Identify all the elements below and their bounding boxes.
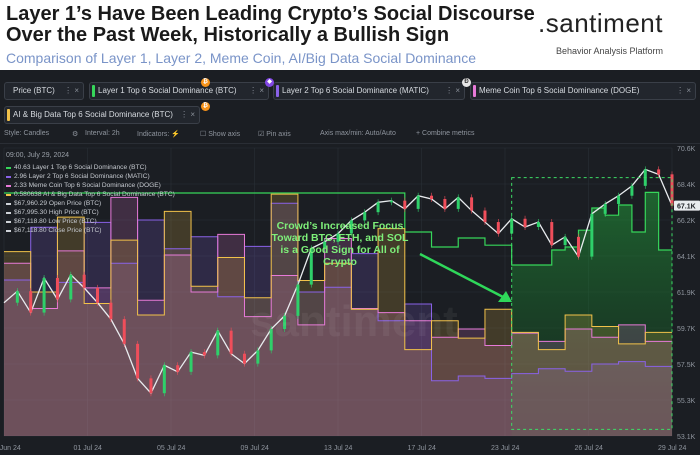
current-price-label: 67.1K	[677, 204, 696, 211]
y-tick-label: 59.7K	[677, 326, 696, 333]
chip-menu-icon[interactable]: ⋮ ×	[676, 86, 691, 95]
combine-metrics-button[interactable]: + Combine metrics	[416, 130, 475, 137]
dominance-areas	[4, 192, 672, 436]
price-line	[3, 166, 674, 397]
x-tick-label: 26 Jul 24	[575, 445, 604, 452]
polygon-icon: ◆	[265, 78, 274, 87]
info-row: 0.580638 AI & Big Data Top 6 Social Domi…	[6, 191, 206, 200]
chip-menu-icon[interactable]: ⋮ ×	[249, 86, 264, 95]
series-color-swatch	[473, 85, 476, 97]
axis-minmax-selector[interactable]: Axis max/min: Auto/Auto	[320, 130, 396, 137]
page-title: Layer 1’s Have Been Leading Crypto’s Soc…	[6, 3, 535, 46]
dominance-lines	[4, 191, 672, 382]
info-panel: 09:00, July 29, 2024 40.63 Layer 1 Top 6…	[6, 152, 206, 236]
chip-menu-icon[interactable]: ⋮ ×	[445, 86, 460, 95]
chart-toolbar: Style: Candles ⚙ Interval: 2h Indicators…	[0, 128, 700, 144]
info-row: 40.63 Layer 1 Top 6 Social Dominance (BT…	[6, 164, 206, 173]
legend-bar: Price (BTC) ⋮ × Layer 1 Top 6 Social Domi…	[0, 70, 700, 128]
x-tick-label: 13 Jul 24	[324, 445, 353, 452]
series-line-layer1	[4, 191, 672, 266]
page-subtitle: Comparison of Layer 1, Layer 2, Meme Coi…	[6, 50, 477, 66]
chart-annotation: Crowd’s Increased Focus Toward BTC, ETH,…	[271, 220, 409, 268]
y-tick-label: 68.4K	[677, 182, 696, 189]
x-axis: 28 Jun 24 01 Jul 24 05 Jul 24 09 Jul 24 13 J…	[0, 445, 687, 452]
x-tick-label: 29 Jul 24	[658, 445, 687, 452]
settings-icon[interactable]: ⚙	[72, 131, 79, 138]
y-tick-label: 61.9K	[677, 290, 696, 297]
info-date: 09:00, July 29, 2024	[6, 152, 70, 159]
arrow-shaft	[419, 252, 506, 300]
info-row: 2.96 Layer 2 Top 6 Social Dominance (MAT…	[6, 173, 206, 182]
arrow-head	[498, 291, 512, 302]
brand-logo: .santiment	[538, 8, 663, 38]
highlight-box	[511, 177, 673, 430]
legend-chip-layer1[interactable]: Layer 1 Top 6 Social Dominance (BTC) ⋮ ×	[89, 82, 269, 100]
x-tick-label: 09 Jul 24	[241, 445, 270, 452]
series-color-swatch	[92, 85, 95, 97]
info-row: $67,995.30 High Price (BTC)	[6, 209, 206, 218]
series-color-swatch	[7, 109, 10, 121]
x-tick-label: 17 Jul 24	[408, 445, 437, 452]
indicators-button[interactable]: Indicators: ⚡	[137, 131, 180, 138]
info-row: $67,118.80 Low Price (BTC)	[6, 218, 206, 227]
brand-tagline: Behavior Analysis Platform	[556, 46, 664, 56]
x-tick-label: 01 Jul 24	[74, 445, 103, 452]
legend-chip-price[interactable]: Price (BTC) ⋮ ×	[4, 82, 84, 100]
y-tick-label: 57.5K	[677, 362, 696, 369]
x-tick-label: 05 Jul 24	[157, 445, 186, 452]
x-tick-label: 23 Jul 24	[491, 445, 520, 452]
info-row: 2.33 Meme Coin Top 6 Social Dominance (D…	[6, 182, 206, 191]
chart-panel: Price (BTC) ⋮ × Layer 1 Top 6 Social Domi…	[0, 70, 700, 455]
info-row: $67,118.80 Close Price (BTC)	[6, 227, 206, 236]
info-row: $67,960.29 Open Price (BTC)	[6, 200, 206, 209]
y-tick-label: 55.3K	[677, 398, 696, 405]
area-series-2	[4, 197, 672, 436]
x-tick-label: 28 Jun 24	[0, 445, 21, 452]
chip-menu-icon[interactable]: ⋮ ×	[64, 86, 79, 95]
chart-plot[interactable]: 70.6K 68.4K 66.2K 64.1K 61.9K 59.7K 57.5K 55.3K…	[0, 146, 700, 455]
legend-chip-layer2[interactable]: Layer 2 Top 6 Social Dominance (MATIC) ⋮ …	[273, 82, 465, 100]
area-series-1	[4, 203, 672, 436]
current-price-tag	[674, 200, 700, 211]
y-tick-label: 66.2K	[677, 218, 696, 225]
bitcoin-icon: ₿	[201, 102, 210, 111]
watermark: santiment	[250, 297, 458, 346]
header: Layer 1’s Have Been Leading Crypto’s Soc…	[0, 0, 700, 70]
show-axis-toggle[interactable]: ☐ Show axis	[200, 131, 241, 138]
annotation-arrow	[419, 252, 512, 302]
chip-menu-icon[interactable]: ⋮ ×	[180, 110, 195, 119]
legend-chip-ai[interactable]: AI & Big Data Top 6 Social Dominance (BT…	[4, 106, 200, 124]
series-line-1	[4, 202, 672, 382]
legend-chip-meme[interactable]: Meme Coin Top 6 Social Dominance (DOGE) ⋮…	[470, 82, 696, 100]
bitcoin-icon: ₿	[201, 78, 210, 87]
y-tick-label: 70.6K	[677, 146, 696, 153]
doge-icon: Ð	[462, 78, 471, 87]
series-color-swatch	[276, 85, 279, 97]
y-tick-label: 64.1K	[677, 254, 696, 261]
y-tick-label: 53.1K	[677, 434, 696, 441]
pin-axis-toggle[interactable]: ☑ Pin axis	[258, 131, 291, 138]
highlight-rect	[511, 177, 673, 430]
series-line-3	[4, 193, 672, 351]
style-selector[interactable]: Style: Candles	[4, 130, 50, 137]
y-axis: 70.6K 68.4K 66.2K 64.1K 61.9K 59.7K 57.5K 55.3K…	[674, 146, 700, 441]
interval-button[interactable]: Interval: 2h	[85, 130, 120, 137]
